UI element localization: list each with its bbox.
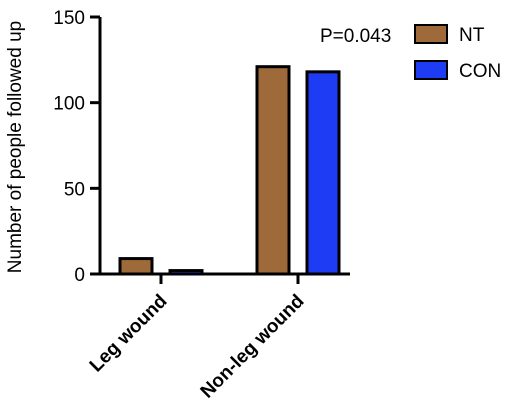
- legend-label-con: CON: [459, 61, 501, 82]
- x-ticks: Leg wound Non-leg wound: [86, 274, 309, 402]
- y-axis-label: Number of people followed up: [5, 21, 26, 273]
- y-tick-label: 50: [64, 179, 85, 200]
- bar-con-non-leg-wound: [305, 70, 341, 276]
- bars: [118, 65, 341, 276]
- legend-label-nt: NT: [459, 25, 485, 46]
- legend-swatch-nt: [414, 24, 448, 44]
- y-tick-label: 0: [74, 265, 85, 286]
- bar-con-leg-wound: [168, 269, 204, 276]
- y-tick-label: 100: [53, 94, 85, 115]
- legend: NT CON: [414, 24, 501, 82]
- bar-nt-leg-wound: [118, 257, 154, 276]
- y-ticks: 0 50 100 150: [53, 8, 100, 286]
- y-tick-label: 150: [53, 8, 85, 29]
- bar-nt-non-leg-wound: [255, 65, 291, 276]
- legend-swatch-con: [414, 60, 448, 80]
- x-tick-label: Non-leg wound: [197, 291, 309, 402]
- p-value-annotation: P=0.043: [320, 26, 391, 47]
- x-tick-label: Leg wound: [86, 291, 172, 377]
